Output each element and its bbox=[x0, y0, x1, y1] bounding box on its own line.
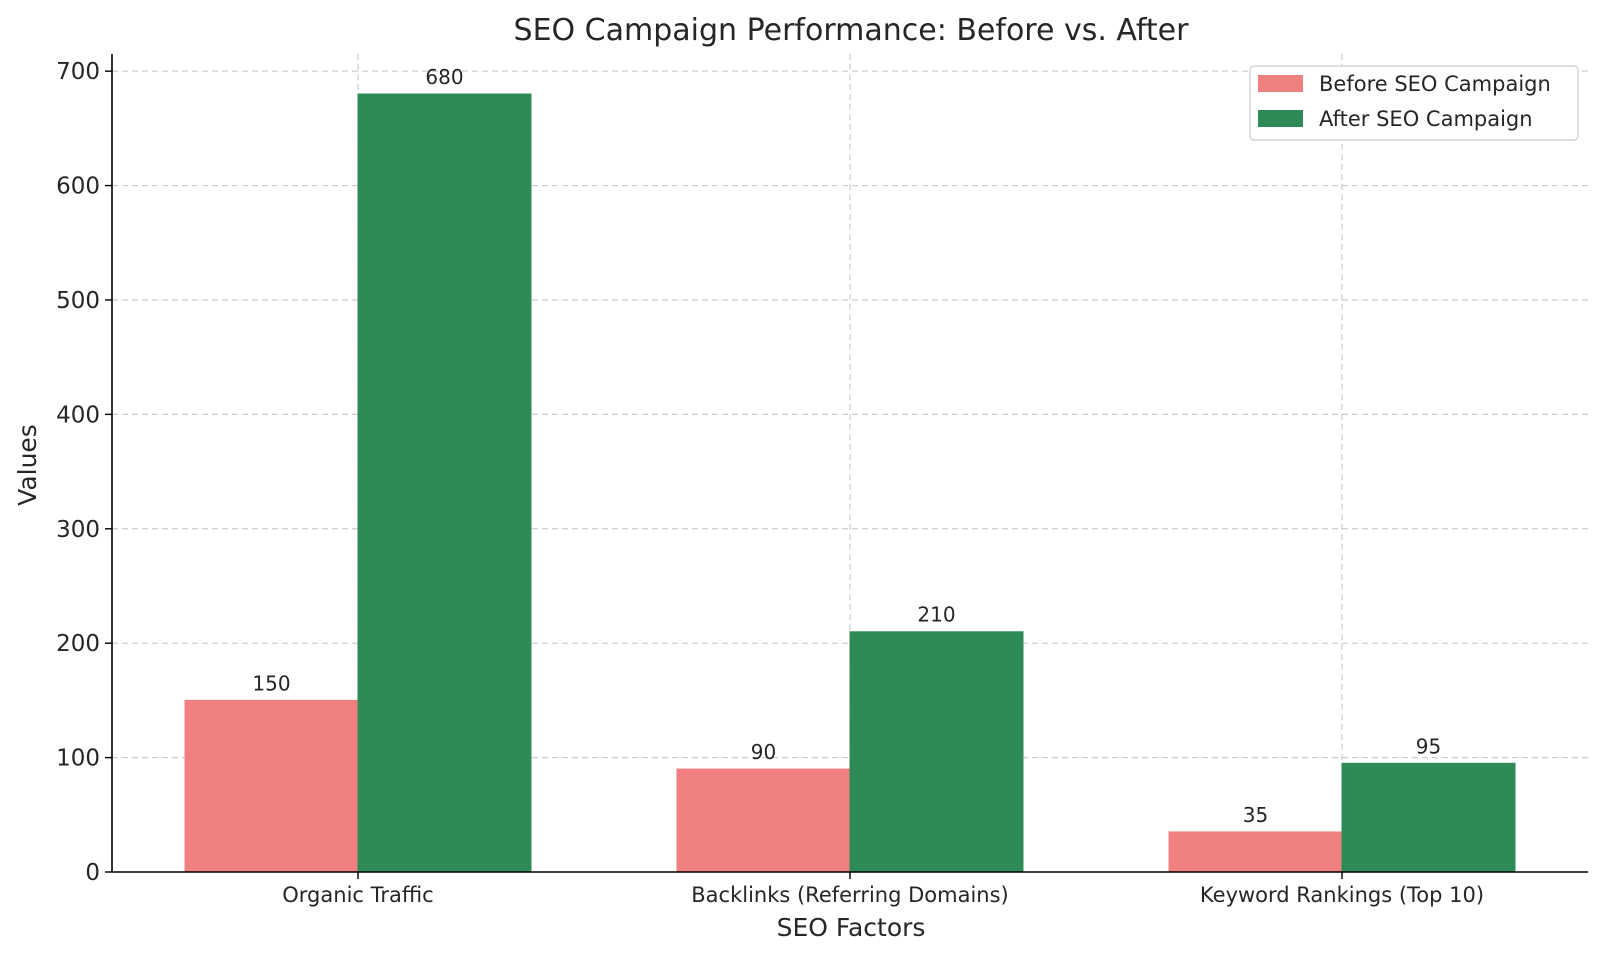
y-tick-label: 100 bbox=[56, 746, 100, 772]
bar-after-2 bbox=[1341, 762, 1516, 873]
x-tick-label: Keyword Rankings (Top 10) bbox=[1200, 883, 1484, 907]
bar-after-0 bbox=[357, 93, 532, 873]
y-tick-label: 500 bbox=[56, 288, 100, 314]
data-label: 95 bbox=[1416, 734, 1441, 758]
legend-label-after: After SEO Campaign bbox=[1319, 107, 1533, 131]
legend-swatch-before bbox=[1258, 75, 1303, 92]
legend: Before SEO Campaign After SEO Campaign bbox=[1249, 65, 1579, 141]
x-tick-label: Backlinks (Referring Domains) bbox=[691, 883, 1008, 907]
y-tick-label: 0 bbox=[85, 860, 100, 886]
bar-before-0 bbox=[184, 699, 359, 873]
legend-swatch-after bbox=[1258, 110, 1303, 127]
axes: 0 100 200 300 400 500 600 700 Organic Traffic Bac… bbox=[56, 54, 1588, 907]
legend-box bbox=[1249, 65, 1579, 141]
bars: 150 90 35 680 210 95 bbox=[184, 65, 1516, 873]
x-axis-label: SEO Factors bbox=[777, 913, 926, 942]
chart-title: SEO Campaign Performance: Before vs. Aft… bbox=[514, 13, 1190, 48]
y-tick-label: 700 bbox=[56, 59, 100, 85]
y-tick-label: 300 bbox=[56, 517, 100, 543]
y-tick-label: 200 bbox=[56, 631, 100, 657]
legend-label-before: Before SEO Campaign bbox=[1319, 72, 1551, 96]
y-axis-label: Values bbox=[13, 424, 42, 506]
bar-before-1 bbox=[676, 768, 851, 873]
bar-before-2 bbox=[1168, 831, 1343, 873]
data-label: 210 bbox=[917, 603, 955, 627]
data-label: 90 bbox=[751, 740, 776, 764]
data-label: 150 bbox=[252, 671, 290, 695]
data-label: 680 bbox=[425, 65, 463, 89]
data-label: 35 bbox=[1243, 803, 1268, 827]
y-tick-label: 400 bbox=[56, 402, 100, 428]
bar-after-1 bbox=[849, 631, 1024, 873]
x-tick-label: Organic Traffic bbox=[282, 883, 433, 907]
y-tick-label: 600 bbox=[56, 174, 100, 200]
